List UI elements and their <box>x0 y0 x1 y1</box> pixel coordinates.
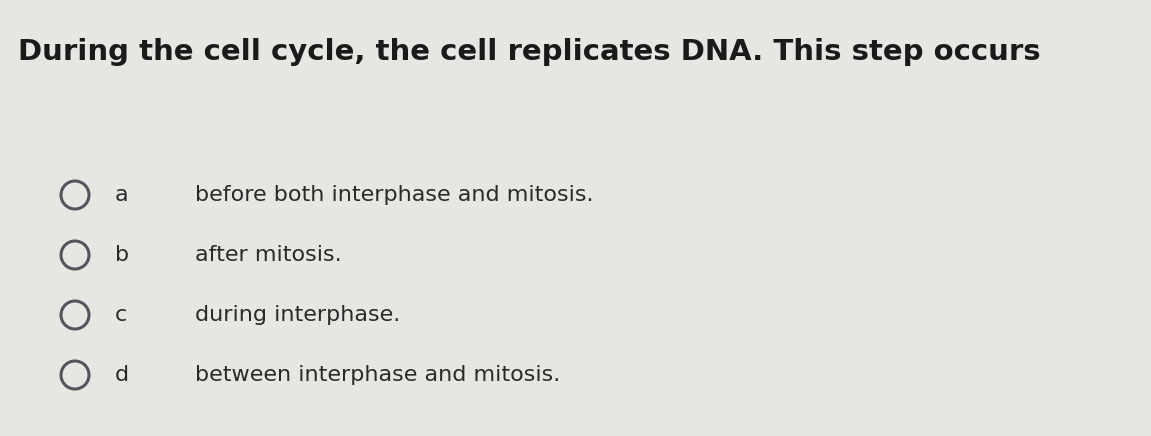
Text: after mitosis.: after mitosis. <box>195 245 342 265</box>
Text: between interphase and mitosis.: between interphase and mitosis. <box>195 365 561 385</box>
Text: during interphase.: during interphase. <box>195 305 401 325</box>
Text: a: a <box>115 185 129 205</box>
Text: d: d <box>115 365 129 385</box>
Text: During the cell cycle, the cell replicates DNA. This step occurs: During the cell cycle, the cell replicat… <box>18 38 1041 66</box>
Text: c: c <box>115 305 128 325</box>
Text: b: b <box>115 245 129 265</box>
Text: before both interphase and mitosis.: before both interphase and mitosis. <box>195 185 594 205</box>
